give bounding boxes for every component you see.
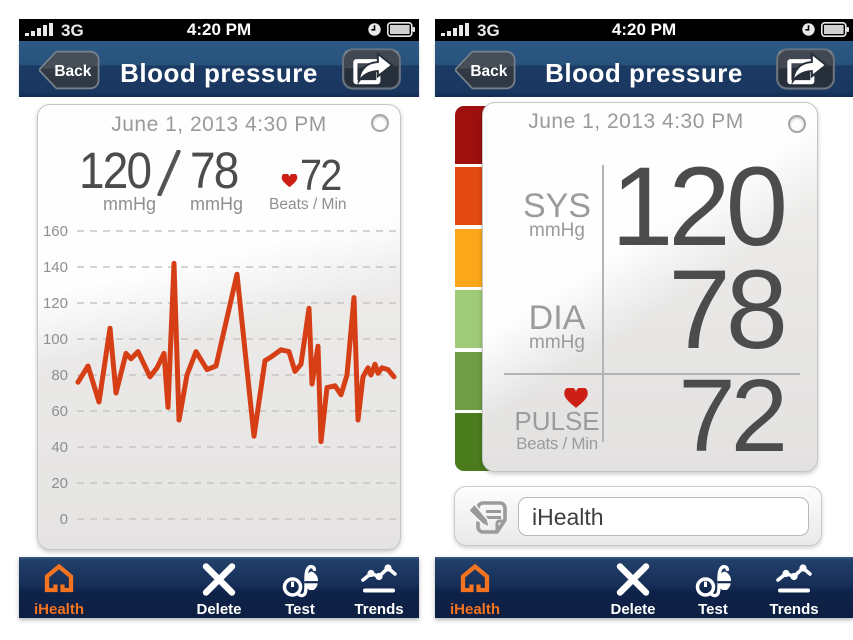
- svg-text:60: 60: [51, 403, 68, 420]
- svg-text:120: 120: [43, 295, 68, 312]
- svg-text:Back: Back: [470, 63, 507, 80]
- svg-text:160: 160: [43, 223, 68, 240]
- svg-text:Back: Back: [54, 63, 91, 80]
- svg-text:140: 140: [43, 259, 68, 276]
- svg-text:40: 40: [51, 439, 68, 456]
- svg-text:100: 100: [43, 331, 68, 348]
- svg-text:80: 80: [51, 367, 68, 384]
- svg-text:0: 0: [60, 511, 68, 528]
- svg-text:20: 20: [51, 475, 68, 492]
